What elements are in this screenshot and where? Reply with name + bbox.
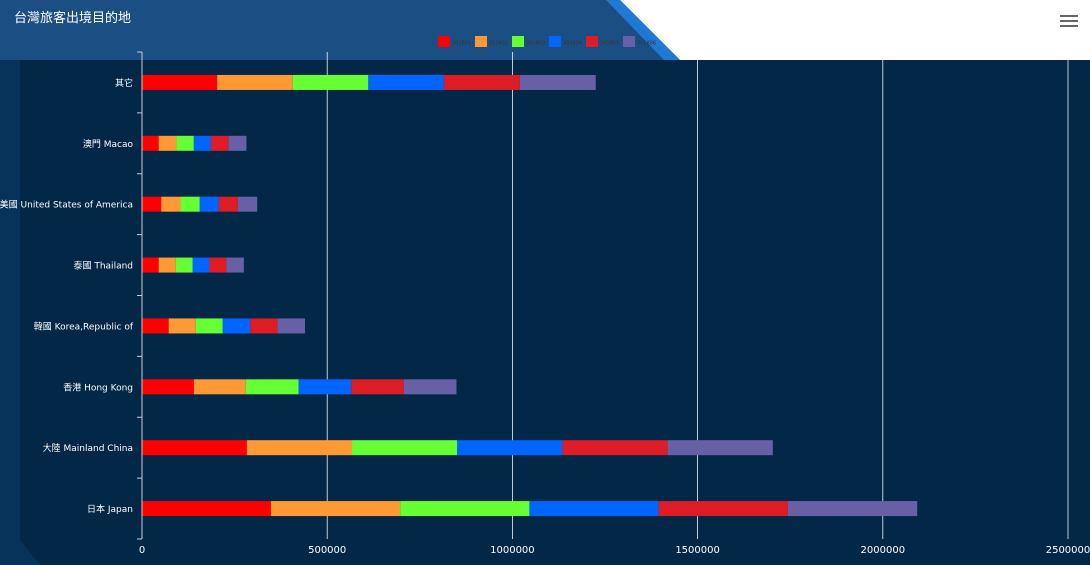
bar-201804-4 [192, 257, 210, 273]
bar-201806-4 [226, 257, 244, 273]
bar-201806-7 [519, 74, 596, 90]
bar-201801-7 [142, 74, 218, 90]
x-tick-label-0: 0 [139, 545, 145, 556]
bar-201805-5 [218, 196, 238, 212]
bar-201805-1 [562, 440, 668, 456]
legend-swatch-201806 [623, 36, 635, 47]
x-tick-label-1: 500000 [308, 545, 346, 556]
legend-swatch-201805 [586, 36, 598, 47]
bar-201806-5 [237, 196, 258, 212]
chart-title: 台灣旅客出境目的地 [14, 10, 131, 26]
bar-201804-3 [222, 318, 251, 334]
bar-201805-4 [209, 257, 227, 273]
category-labels: 日本 Japan 大陸 Mainland China 香港 Hong Kong 韓國 … [0, 77, 134, 515]
bar-201802-1 [246, 440, 353, 456]
x-tick-label-5: 2500000 [1046, 545, 1090, 556]
bar-201803-6 [176, 135, 194, 151]
x-tick-label-2: 1000000 [490, 545, 535, 556]
category-label-1: 大陸 Mainland China [43, 442, 133, 454]
bar-201806-6 [228, 135, 247, 151]
bar-201801-5 [142, 196, 162, 212]
bar-201805-7 [443, 74, 520, 90]
bar-201802-3 [168, 318, 196, 334]
bar-201803-2 [245, 379, 299, 395]
category-label-3: 韓國 Korea,Republic of [34, 321, 134, 332]
category-label-4: 泰國 Thailand [73, 260, 133, 272]
bar-201804-7 [368, 74, 444, 90]
category-label-2: 香港 Hong Kong [63, 381, 133, 393]
legend-swatch-201804 [549, 36, 561, 47]
legend-label-201805: 201805 [600, 41, 619, 47]
bar-201803-0 [400, 501, 530, 517]
bar-201801-4 [142, 257, 159, 273]
bar-201806-3 [277, 318, 305, 334]
x-tick-label-3: 1500000 [675, 545, 720, 556]
bar-201806-2 [403, 379, 457, 395]
hamburger-menu-icon[interactable] [1060, 12, 1078, 28]
category-label-7: 其它 [115, 77, 133, 89]
bar-201803-3 [195, 318, 223, 334]
tick-labels: 0 500000 1000000 1500000 2000000 2500000 [139, 545, 1090, 556]
bar-201801-2 [142, 379, 194, 395]
category-label-6: 澳門 Macao [83, 138, 134, 150]
legend-swatch-201803 [512, 36, 524, 47]
legend: 201801 201802 201803 201804 201805 201806 [438, 36, 656, 47]
bar-201805-6 [210, 135, 229, 151]
legend-swatch-201801 [438, 36, 450, 47]
category-label-0: 日本 Japan [87, 503, 133, 515]
plot-background [0, 60, 1090, 565]
x-tick-label-4: 2000000 [861, 545, 906, 556]
bar-201803-5 [180, 196, 200, 212]
axes [137, 51, 143, 540]
bar-201802-4 [158, 257, 176, 273]
bar-201805-3 [250, 318, 278, 334]
legend-label-201801: 201801 [452, 41, 471, 47]
legend-label-201803: 201803 [526, 41, 545, 47]
bar-201803-1 [352, 440, 458, 456]
bar-201801-3 [142, 318, 169, 334]
bar-201802-0 [270, 501, 401, 517]
frame-accent-left [0, 60, 40, 565]
bar-201804-1 [457, 440, 563, 456]
legend-swatch-201802 [475, 36, 487, 47]
category-label-5: 美國 United States of America [0, 199, 133, 211]
legend-label-201804: 201804 [563, 41, 582, 47]
bar-201805-2 [351, 379, 404, 395]
bar-201802-2 [193, 379, 246, 395]
bars [142, 74, 918, 517]
bar-201802-5 [161, 196, 181, 212]
bar-201802-7 [217, 74, 293, 90]
title-background [0, 0, 680, 60]
bar-201804-2 [298, 379, 352, 395]
bar-201803-7 [292, 74, 369, 90]
bar-201804-0 [529, 501, 659, 517]
bar-201804-5 [199, 196, 219, 212]
bar-201805-0 [658, 501, 788, 517]
bar-201801-6 [142, 135, 159, 151]
bar-201804-6 [193, 135, 211, 151]
bar-201801-1 [142, 440, 247, 456]
bar-201806-0 [787, 501, 918, 517]
bar-201806-1 [667, 440, 773, 456]
bar-201803-4 [175, 257, 193, 273]
bar-201801-0 [142, 501, 271, 517]
legend-label-201806: 201806 [637, 41, 656, 47]
bar-201802-6 [158, 135, 177, 151]
legend-label-201802: 201802 [489, 41, 508, 47]
